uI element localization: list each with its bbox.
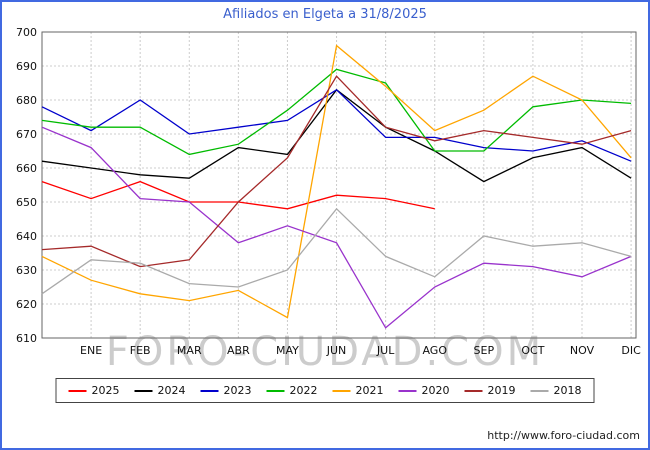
series-line-2021 [41, 44, 632, 319]
legend-item-2018: 2018 [530, 384, 582, 397]
legend-swatch-2023 [200, 389, 219, 392]
x-tick-label: NOV [570, 344, 595, 357]
legend-label-2018: 2018 [553, 384, 582, 397]
legend-label-2019: 2019 [487, 384, 516, 397]
x-tick-label: ABR [227, 344, 250, 357]
x-tick-label: MAY [276, 344, 299, 357]
legend-label-2024: 2024 [157, 384, 186, 397]
legend-label-2022: 2022 [289, 384, 318, 397]
y-tick-label: 700 [16, 26, 37, 39]
x-tick-label: AGO [422, 344, 447, 357]
watermark: FORO-CIUDAD.COM [105, 329, 545, 375]
legend-swatch-2020 [398, 389, 417, 392]
series-line-2023 [41, 88, 632, 162]
legend-item-2022: 2022 [266, 384, 318, 397]
y-tick-label: 670 [16, 128, 37, 141]
x-tick-label: DIC [621, 344, 641, 357]
x-tick-label: ENE [80, 344, 102, 357]
x-tick-label: SEP [474, 344, 495, 357]
legend-label-2020: 2020 [421, 384, 450, 397]
x-tick-label: JUL [376, 344, 395, 357]
line-chart: FORO-CIUDAD.COM 610 620 630 640 650 660 670 680… [2, 24, 648, 376]
legend-label-2023: 2023 [223, 384, 252, 397]
legend-swatch-2022 [266, 389, 285, 392]
legend-swatch-2018 [530, 389, 549, 392]
legend-label-2021: 2021 [355, 384, 384, 397]
y-tick-label: 620 [16, 298, 37, 311]
legend-item-2021: 2021 [332, 384, 384, 397]
series-line-2022 [41, 68, 632, 156]
chart-canvas: 610 620 630 640 650 660 670 680 690 700 ENE FEB MAR A… [16, 26, 641, 357]
x-tick-label: FEB [130, 344, 151, 357]
legend-swatch-2025 [68, 389, 87, 392]
legend-item-2020: 2020 [398, 384, 450, 397]
legend-item-2023: 2023 [200, 384, 252, 397]
x-tick-label: MAR [177, 344, 202, 357]
y-tick-label: 630 [16, 264, 37, 277]
legend-swatch-2019 [464, 389, 483, 392]
series-line-2019 [41, 75, 632, 268]
y-tick-label: 660 [16, 162, 37, 175]
x-tick-label: OCT [521, 344, 544, 357]
y-tick-label: 610 [16, 332, 37, 345]
legend-item-2019: 2019 [464, 384, 516, 397]
legend-swatch-2021 [332, 389, 351, 392]
legend-swatch-2024 [134, 389, 153, 392]
y-tick-label: 650 [16, 196, 37, 209]
legend-item-2025: 2025 [68, 384, 120, 397]
legend-item-2024: 2024 [134, 384, 186, 397]
plot-border [41, 31, 637, 339]
legend-label-2025: 2025 [91, 384, 120, 397]
y-tick-label: 690 [16, 60, 37, 73]
y-tick-label: 640 [16, 230, 37, 243]
series-line-2018 [41, 207, 632, 295]
source-url: http://www.foro-ciudad.com [487, 429, 640, 442]
series-line-2020 [41, 126, 632, 329]
x-tick-label: JUN [326, 344, 347, 357]
legend: 2025 2024 2023 2022 2021 2020 2019 2018 [55, 378, 595, 403]
chart-title: Afiliados en Elgeta a 31/8/2025 [223, 7, 427, 22]
y-tick-label: 680 [16, 94, 37, 107]
